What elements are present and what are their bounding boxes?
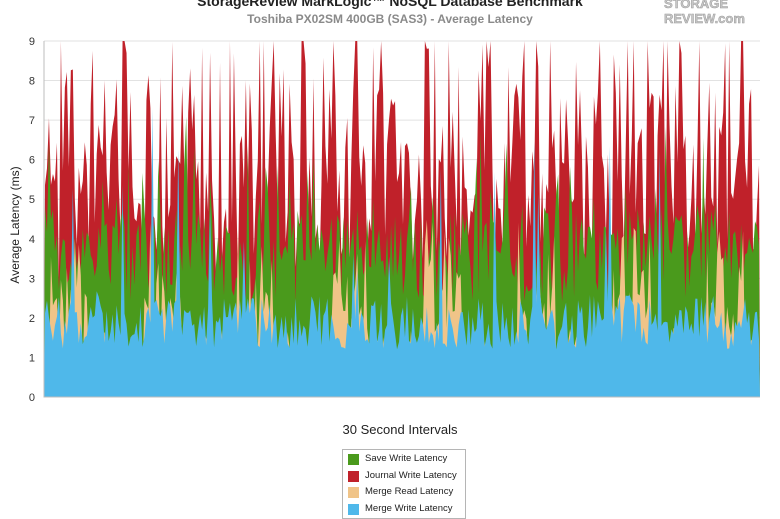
y-tick-5: 5 [29,194,35,206]
y-tick-6: 6 [29,155,35,167]
legend-swatch-merge-write-latency [348,503,359,515]
logo-text-bottom: REVIEW.com [664,11,745,26]
storagereview-logo: STORAGE REVIEW.com [664,0,745,26]
legend-label-merge-write-latency: Merge Write Latency [365,502,453,514]
latency-chart: 0 1 2 3 4 5 6 7 8 9 Average Latency (ms) [8,36,760,404]
legend-swatch-journal-write-latency [348,470,359,482]
legend: Save Write Latency Journal Write Latency M… [342,449,466,519]
y-tick-1: 1 [29,352,35,364]
x-axis-label: 30 Second Intervals [342,422,458,437]
legend-label-journal-write-latency: Journal Write Latency [365,469,457,481]
axes [43,41,760,398]
legend-label-save-write-latency: Save Write Latency [365,453,448,464]
legend-swatch-save-write-latency [348,454,359,465]
chart-title: StorageReview MarkLogic™ NoSQL Database … [197,0,583,9]
y-tick-2: 2 [29,313,35,325]
y-tick-8: 8 [29,76,35,88]
y-tick-0: 0 [29,392,35,404]
chart-subtitle: Toshiba PX02SM 400GB (SAS3) - Average La… [247,12,533,26]
legend-swatch-merge-read-latency [348,487,359,498]
y-axis-label: Average Latency (ms) [8,166,22,283]
y-tick-7: 7 [29,115,35,127]
axis-lines [43,41,760,398]
y-tick-3: 3 [29,273,35,285]
y-tick-labels: 0 1 2 3 4 5 6 7 8 9 [29,36,35,404]
logo-text-top: STORAGE [664,0,728,11]
y-tick-4: 4 [29,234,35,246]
series-merge-write-latency [44,108,760,397]
series-layer [44,41,760,397]
legend-label-merge-read-latency: Merge Read Latency [365,486,454,497]
y-tick-9: 9 [29,36,35,48]
